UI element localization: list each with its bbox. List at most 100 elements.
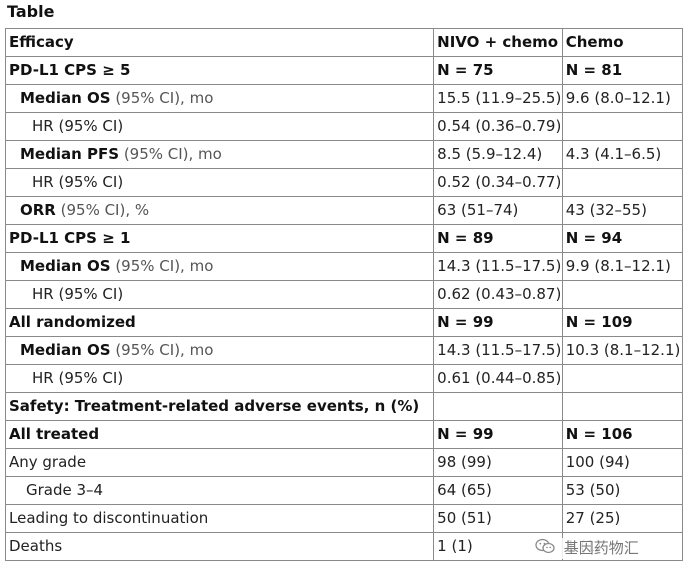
- table-caption: Table: [7, 2, 55, 21]
- table-row: PD-L1 CPS ≥ 5 N = 75 N = 81: [4, 56, 683, 85]
- nivo-chemo-cell: N = 99: [433, 420, 563, 449]
- nivo-chemo-cell: 0.62 (0.43–0.87): [433, 280, 563, 309]
- row-label: Safety: Treatment-related adverse events…: [9, 397, 420, 415]
- table-row: Median PFS (95% CI), mo 8.5 (5.9–12.4) 4.3…: [4, 140, 683, 169]
- table-row: HR (95% CI) 0.54 (0.36–0.79): [4, 112, 683, 141]
- row-label-cell: Median OS (95% CI), mo: [4, 336, 435, 365]
- row-label: Deaths: [9, 537, 63, 555]
- table-row: Safety: Treatment-related adverse events…: [4, 392, 683, 421]
- row-label-cell: HR (95% CI): [4, 280, 435, 309]
- row-label-cell: Median PFS (95% CI), mo: [4, 140, 435, 169]
- row-label-cell: HR (95% CI): [4, 168, 435, 197]
- row-label: PD-L1 CPS ≥ 1: [9, 229, 131, 247]
- nivo-chemo-cell: N = 99: [433, 308, 563, 337]
- row-label: Median OS: [20, 257, 111, 275]
- row-label-cell: Leading to discontinuation: [4, 504, 435, 533]
- table-row: ORR (95% CI), % 63 (51–74) 43 (32–55): [4, 196, 683, 225]
- row-label: Median PFS: [20, 145, 120, 163]
- chemo-cell: Chemo: [561, 28, 683, 57]
- row-qualifier: (95% CI), mo: [110, 257, 214, 275]
- table-row: PD-L1 CPS ≥ 1 N = 89 N = 94: [4, 224, 683, 253]
- table-row: HR (95% CI) 0.61 (0.44–0.85): [4, 364, 683, 393]
- nivo-chemo-cell: 14.3 (11.5–17.5): [433, 252, 563, 281]
- row-label-cell: ORR (95% CI), %: [4, 196, 435, 225]
- nivo-chemo-cell: 14.3 (11.5–17.5): [433, 336, 563, 365]
- nivo-chemo-cell: 0.61 (0.44–0.85): [433, 364, 563, 393]
- chemo-cell: 100 (94): [561, 448, 683, 477]
- row-label-cell: Median OS (95% CI), mo: [4, 84, 435, 113]
- row-label-cell: Deaths: [4, 532, 435, 561]
- nivo-chemo-cell: 64 (65): [433, 476, 563, 505]
- table-row: Grade 3–4 64 (65) 53 (50): [4, 476, 683, 505]
- row-qualifier: (95% CI), mo: [119, 145, 222, 163]
- nivo-chemo-cell: 50 (51): [433, 504, 563, 533]
- row-label-cell: All randomized: [4, 308, 435, 337]
- row-label-cell: HR (95% CI): [4, 364, 435, 393]
- row-label-cell: HR (95% CI): [4, 112, 435, 141]
- efficacy-safety-table: Efficacy NIVO + chemo Chemo PD-L1 CPS ≥ 5 N …: [4, 28, 683, 561]
- row-label: Median OS: [20, 341, 111, 359]
- row-label-cell: Grade 3–4: [4, 476, 435, 505]
- wechat-icon: [535, 538, 555, 559]
- chemo-cell: 27 (25): [561, 504, 683, 533]
- table-row: All randomized N = 99 N = 109: [4, 308, 683, 337]
- chemo-cell: N = 109: [561, 308, 683, 337]
- table-row: Median OS (95% CI), mo 14.3 (11.5–17.5) 10…: [4, 336, 683, 365]
- table-row: Efficacy NIVO + chemo Chemo: [4, 28, 683, 57]
- chemo-cell: N = 106: [561, 420, 683, 449]
- nivo-chemo-cell: 8.5 (5.9–12.4): [433, 140, 563, 169]
- row-label: HR (95% CI): [32, 285, 124, 303]
- row-label: HR (95% CI): [32, 369, 124, 387]
- row-label: HR (95% CI): [32, 117, 124, 135]
- row-label: Median OS: [20, 89, 111, 107]
- row-qualifier: (95% CI), %: [55, 201, 150, 219]
- watermark: 基因药物汇: [532, 538, 642, 559]
- chemo-cell: 43 (32–55): [561, 196, 683, 225]
- table-row: HR (95% CI) 0.62 (0.43–0.87): [4, 280, 683, 309]
- row-label: Grade 3–4: [26, 481, 104, 499]
- row-label-cell: Median OS (95% CI), mo: [4, 252, 435, 281]
- chemo-cell: [561, 364, 683, 393]
- row-label: All treated: [9, 425, 100, 443]
- chemo-cell: N = 94: [561, 224, 683, 253]
- nivo-chemo-cell: N = 89: [433, 224, 563, 253]
- row-label-cell: All treated: [4, 420, 435, 449]
- row-label: Efficacy: [9, 33, 74, 51]
- row-label-cell: Safety: Treatment-related adverse events…: [4, 392, 435, 421]
- nivo-chemo-cell: NIVO + chemo: [433, 28, 563, 57]
- table-row: All treated N = 99 N = 106: [4, 420, 683, 449]
- nivo-chemo-cell: 15.5 (11.9–25.5): [433, 84, 563, 113]
- chemo-cell: 4.3 (4.1–6.5): [561, 140, 683, 169]
- nivo-chemo-cell: [433, 392, 563, 421]
- chemo-cell: [561, 168, 683, 197]
- row-qualifier: (95% CI), mo: [110, 89, 214, 107]
- chemo-cell: [561, 112, 683, 141]
- nivo-chemo-cell: 0.54 (0.36–0.79): [433, 112, 563, 141]
- chemo-cell: [561, 280, 683, 309]
- chemo-cell: [561, 392, 683, 421]
- row-label-cell: PD-L1 CPS ≥ 5: [4, 56, 435, 85]
- nivo-chemo-cell: 0.52 (0.34–0.77): [433, 168, 563, 197]
- table-row: Any grade 98 (99) 100 (94): [4, 448, 683, 477]
- nivo-chemo-cell: 63 (51–74): [433, 196, 563, 225]
- row-label: Any grade: [9, 453, 87, 471]
- row-label-cell: PD-L1 CPS ≥ 1: [4, 224, 435, 253]
- row-label: All randomized: [9, 313, 136, 331]
- row-label: Leading to discontinuation: [9, 509, 209, 527]
- chemo-cell: 9.6 (8.0–12.1): [561, 84, 683, 113]
- nivo-chemo-cell: N = 75: [433, 56, 563, 85]
- watermark-text: 基因药物汇: [563, 539, 639, 557]
- table-row: Leading to discontinuation 50 (51) 27 (25): [4, 504, 683, 533]
- row-label: HR (95% CI): [32, 173, 124, 191]
- row-label: PD-L1 CPS ≥ 5: [9, 61, 131, 79]
- chemo-cell: 53 (50): [561, 476, 683, 505]
- row-label-cell: Any grade: [4, 448, 435, 477]
- row-qualifier: (95% CI), mo: [110, 341, 214, 359]
- table-row: Median OS (95% CI), mo 14.3 (11.5–17.5) 9.…: [4, 252, 683, 281]
- row-label: ORR: [20, 201, 56, 219]
- row-label-cell: Efficacy: [4, 28, 435, 57]
- table-row: Median OS (95% CI), mo 15.5 (11.9–25.5) 9.…: [4, 84, 683, 113]
- chemo-cell: 10.3 (8.1–12.1): [561, 336, 683, 365]
- chemo-cell: N = 81: [561, 56, 683, 85]
- table-row: HR (95% CI) 0.52 (0.34–0.77): [4, 168, 683, 197]
